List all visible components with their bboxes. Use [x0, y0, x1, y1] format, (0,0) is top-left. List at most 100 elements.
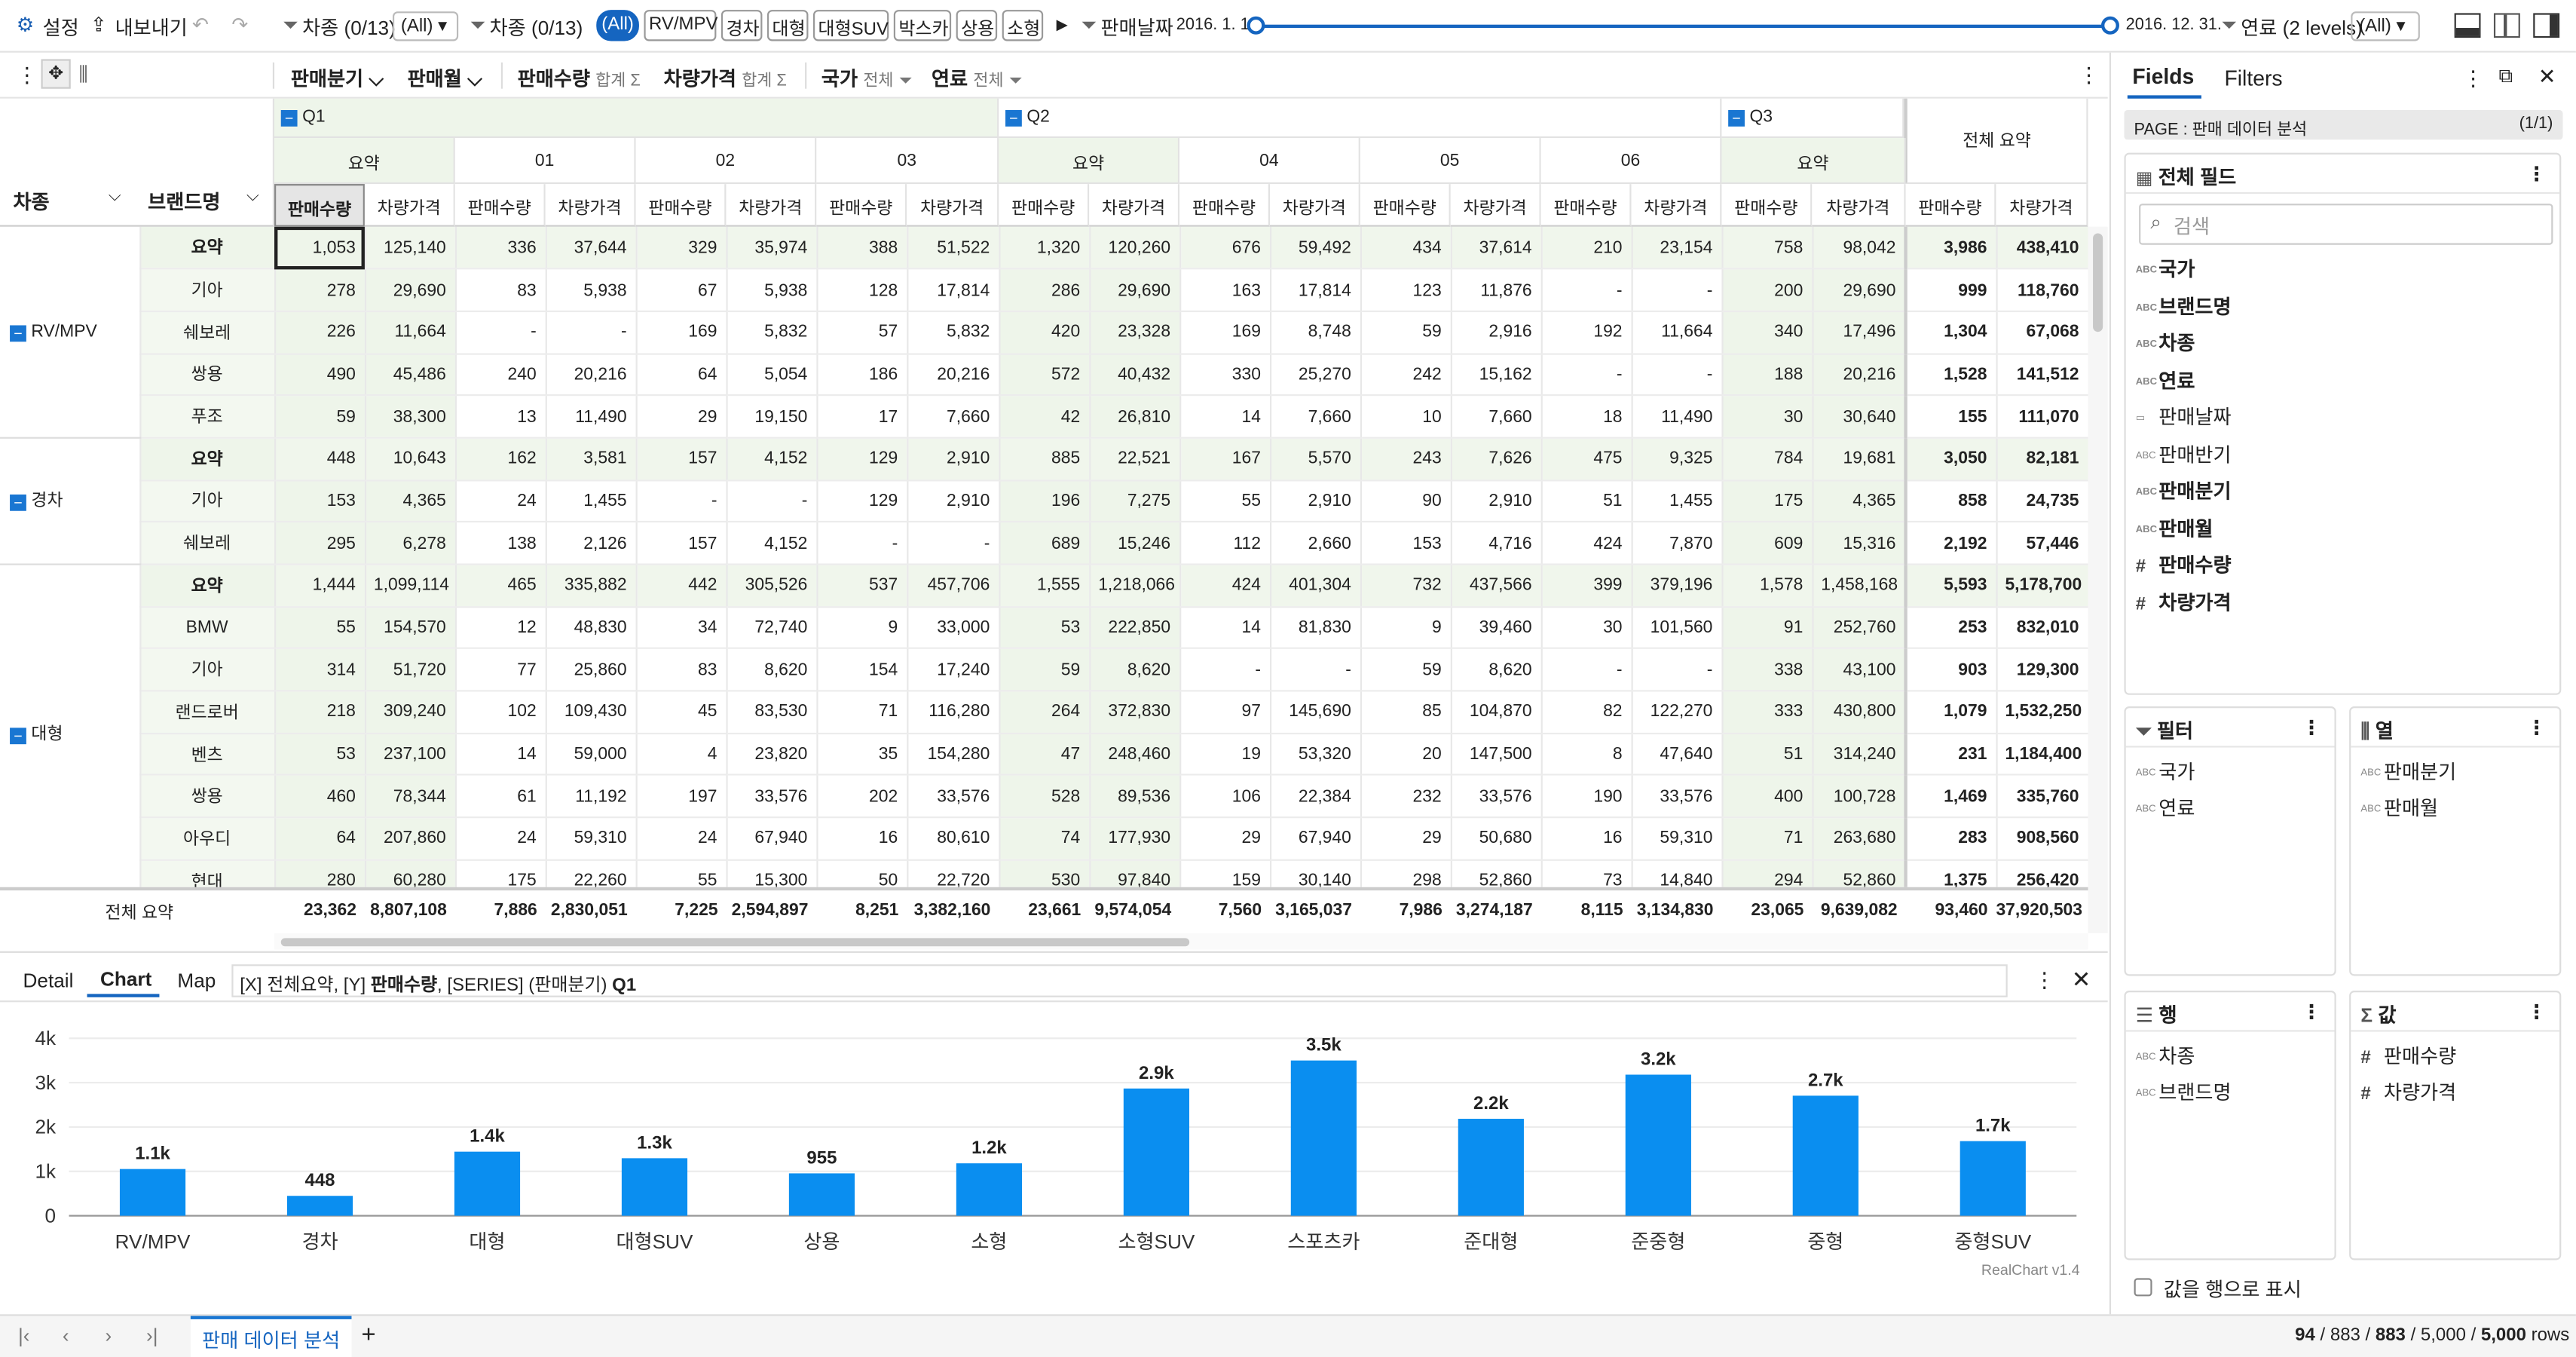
layout-right-icon[interactable]	[2533, 13, 2560, 38]
data-cell[interactable]: 222,850	[1089, 606, 1181, 650]
field-item[interactable]: ABC 판매반기	[2135, 443, 2232, 466]
data-cell[interactable]: 7,660	[907, 395, 1000, 439]
data-cell[interactable]: 1,555	[999, 564, 1091, 608]
data-cell[interactable]: 1,320	[999, 226, 1091, 270]
data-cell[interactable]: 2,192	[1904, 522, 1997, 565]
data-cell[interactable]: 388	[816, 226, 908, 270]
data-cell[interactable]: 424	[1179, 564, 1271, 608]
values-as-rows-checkbox[interactable]	[2134, 1278, 2152, 1297]
data-cell[interactable]: -	[1269, 648, 1361, 692]
data-cell[interactable]: 5,570	[1269, 437, 1361, 481]
bar[interactable]	[454, 1151, 521, 1216]
data-cell[interactable]: 858	[1904, 479, 1997, 523]
brand-cell[interactable]: 기아	[139, 648, 276, 692]
data-cell[interactable]: 67,068	[1996, 311, 2088, 354]
layout-bottom-icon[interactable]	[2454, 13, 2481, 38]
data-cell[interactable]: 448	[274, 437, 366, 481]
data-cell[interactable]: 1,184,400	[1996, 733, 2088, 777]
data-cell[interactable]: 29	[1360, 817, 1452, 861]
data-cell[interactable]: 2,126	[545, 522, 637, 565]
chart-menu-icon[interactable]: ⋮	[2033, 967, 2055, 993]
field-item[interactable]: ABC 연료	[2135, 369, 2195, 392]
brand-cell[interactable]: 아우디	[139, 817, 276, 861]
data-cell[interactable]: 23,820	[726, 733, 818, 777]
data-cell[interactable]: 7,870	[1631, 522, 1723, 565]
data-cell[interactable]: 314	[274, 648, 366, 692]
data-cell[interactable]: 400	[1721, 775, 1813, 819]
brand-cell[interactable]: 요약	[139, 437, 276, 481]
data-cell[interactable]: 19,150	[726, 395, 818, 439]
measure-header[interactable]: 판매수량	[999, 184, 1090, 227]
data-cell[interactable]: 20,216	[907, 353, 1000, 397]
data-cell[interactable]: -	[1631, 268, 1723, 312]
measure-header[interactable]: 차량가격	[364, 184, 455, 227]
data-cell[interactable]: 118,760	[1996, 268, 2088, 312]
data-cell[interactable]: 309,240	[364, 691, 456, 734]
data-cell[interactable]: 4,152	[726, 437, 818, 481]
data-cell[interactable]: 13	[454, 395, 546, 439]
value-zone[interactable]: Σ 값 ⋮ # 판매수량 # 차량가격	[2349, 991, 2562, 1261]
last-page-icon[interactable]: ›|	[146, 1324, 158, 1347]
data-cell[interactable]: 177,930	[1089, 817, 1181, 861]
data-cell[interactable]: 129	[816, 479, 908, 523]
data-cell[interactable]: 192	[1540, 311, 1632, 354]
data-cell[interactable]: 80,610	[907, 817, 1000, 861]
data-cell[interactable]: 372,830	[1089, 691, 1181, 734]
filter-zone[interactable]: ⏷ 필터 ⋮ ABC 국가 ABC 연료	[2124, 706, 2336, 976]
measure-header[interactable]: 판매수량	[1360, 184, 1451, 227]
chevron-down-icon[interactable]: ⌵	[108, 187, 121, 206]
data-cell[interactable]: 1,455	[1631, 479, 1723, 523]
data-cell[interactable]: 314,240	[1812, 733, 1907, 777]
bar[interactable]	[1960, 1141, 2026, 1216]
data-cell[interactable]: 71	[1721, 817, 1813, 861]
horizontal-scrollbar[interactable]	[274, 933, 2088, 950]
month-column-header[interactable]: 03	[816, 138, 999, 185]
data-cell[interactable]: 4,365	[1812, 479, 1907, 523]
data-cell[interactable]: 329	[635, 226, 727, 270]
quarter-header-q2[interactable]: − Q2	[999, 98, 1722, 139]
data-cell[interactable]: 11,664	[1631, 311, 1723, 354]
data-cell[interactable]: 11,490	[545, 395, 637, 439]
data-cell[interactable]: 57	[816, 311, 908, 354]
data-cell[interactable]: 53	[999, 606, 1091, 650]
data-cell[interactable]: 33,576	[1631, 775, 1723, 819]
data-cell[interactable]: -	[1631, 648, 1723, 692]
month-column-header[interactable]: 05	[1360, 138, 1541, 185]
data-cell[interactable]: 167	[1179, 437, 1271, 481]
data-cell[interactable]: 24,735	[1996, 479, 2088, 523]
data-cell[interactable]: 430,800	[1812, 691, 1907, 734]
data-cell[interactable]: 35	[816, 733, 908, 777]
measure-header[interactable]: 판매수량	[1721, 184, 1813, 227]
measure-header[interactable]: 판매수량	[1905, 184, 1996, 227]
data-cell[interactable]: 401,304	[1269, 564, 1361, 608]
data-cell[interactable]: 12	[454, 606, 546, 650]
data-cell[interactable]: 20,216	[1812, 353, 1907, 397]
measure-header[interactable]: 차량가격	[1089, 184, 1180, 227]
brand-cell[interactable]: 요약	[139, 564, 276, 608]
data-cell[interactable]: 59	[1360, 311, 1452, 354]
data-cell[interactable]: 19	[1179, 733, 1271, 777]
data-cell[interactable]: 33,576	[726, 775, 818, 819]
measure-header[interactable]: 판매수량	[1179, 184, 1270, 227]
measure-header[interactable]: 차량가격	[1996, 184, 2088, 227]
data-cell[interactable]: 5,938	[726, 268, 818, 312]
data-cell[interactable]: 278	[274, 268, 366, 312]
data-cell[interactable]: 420	[999, 311, 1091, 354]
data-cell[interactable]: 1,455	[545, 479, 637, 523]
zone-item[interactable]: ABC 연료	[2135, 796, 2195, 820]
data-cell[interactable]: 120,260	[1089, 226, 1181, 270]
data-cell[interactable]: 25,270	[1269, 353, 1361, 397]
field-chip-quarter[interactable]: 판매분기 ⌵	[290, 67, 384, 90]
chip-rv-mpv[interactable]: RV/MPV	[644, 10, 718, 41]
data-cell[interactable]: 2,910	[907, 437, 1000, 481]
data-cell[interactable]: -	[1540, 353, 1632, 397]
grid-menu-icon[interactable]: ⋮	[2078, 62, 2100, 87]
data-cell[interactable]: 11,664	[364, 311, 456, 354]
measure-header[interactable]: 차량가격	[1450, 184, 1541, 227]
data-cell[interactable]: 330	[1179, 353, 1271, 397]
zone-item[interactable]: ABC 브랜드명	[2135, 1080, 2232, 1104]
data-cell[interactable]: 1,458,168	[1812, 564, 1907, 608]
data-cell[interactable]: 434	[1360, 226, 1452, 270]
data-cell[interactable]: 4,152	[726, 522, 818, 565]
panel-menu-icon[interactable]: ⋮	[2462, 66, 2484, 90]
